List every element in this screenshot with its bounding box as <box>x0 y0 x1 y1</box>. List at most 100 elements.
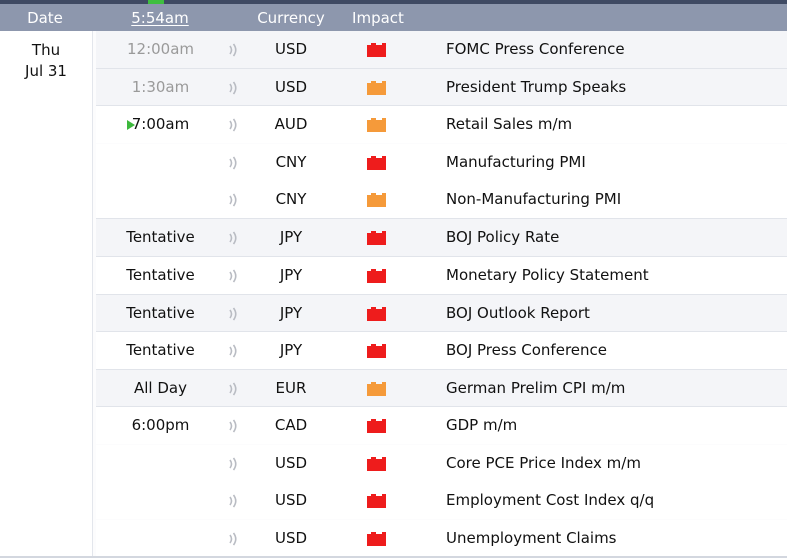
event-title[interactable]: Retail Sales m/m <box>446 115 573 133</box>
next-event-arrow-icon <box>127 120 135 130</box>
event-currency: AUD <box>274 115 308 133</box>
event-currency: JPY <box>279 341 303 359</box>
high-impact-folder-icon <box>367 457 386 471</box>
event-time: 7:00am <box>131 115 190 133</box>
sound-alert-icon[interactable] <box>228 457 240 471</box>
high-impact-folder-icon <box>367 419 386 433</box>
table-bottom-border <box>0 556 787 558</box>
medium-impact-folder-icon <box>367 81 386 95</box>
high-impact-folder-icon <box>367 494 386 508</box>
header-current-time[interactable]: 5:54am <box>131 9 189 27</box>
event-time: Tentative <box>126 266 195 284</box>
event-currency: EUR <box>275 379 307 397</box>
day-date: Jul 31 <box>25 62 67 80</box>
row-divider <box>96 369 787 370</box>
event-row[interactable]: Tentative JPY BOJ Policy Rate <box>96 219 787 256</box>
high-impact-folder-icon <box>367 532 386 546</box>
event-currency: JPY <box>279 228 303 246</box>
sound-alert-icon[interactable] <box>228 532 240 546</box>
event-row[interactable]: 6:00pm CAD GDP m/m <box>96 407 787 444</box>
event-row[interactable]: CNY Non-Manufacturing PMI <box>96 181 787 218</box>
row-divider <box>96 105 787 106</box>
event-currency: CAD <box>274 416 308 434</box>
event-currency: USD <box>274 491 308 509</box>
high-impact-folder-icon <box>367 307 386 321</box>
event-title[interactable]: GDP m/m <box>446 416 518 434</box>
event-row[interactable]: Tentative JPY Monetary Policy Statement <box>96 257 787 294</box>
high-impact-folder-icon <box>367 344 386 358</box>
event-title[interactable]: BOJ Press Conference <box>446 341 607 359</box>
event-title[interactable]: BOJ Outlook Report <box>446 304 590 322</box>
event-title[interactable]: Unemployment Claims <box>446 529 617 547</box>
header-impact: Impact <box>352 9 404 27</box>
row-divider <box>96 294 787 295</box>
event-time: Tentative <box>126 341 195 359</box>
event-title[interactable]: German Prelim CPI m/m <box>446 379 626 397</box>
event-currency: USD <box>274 40 308 58</box>
high-impact-folder-icon <box>367 156 386 170</box>
event-currency: USD <box>274 529 308 547</box>
medium-impact-folder-icon <box>367 193 386 207</box>
event-row[interactable]: 12:00am USD FOMC Press Conference <box>96 31 787 68</box>
event-title[interactable]: President Trump Speaks <box>446 78 627 96</box>
sound-alert-icon[interactable] <box>228 118 240 132</box>
event-row[interactable]: 7:00am AUD Retail Sales m/m <box>96 106 787 143</box>
event-row[interactable]: USD Core PCE Price Index m/m <box>96 445 787 482</box>
row-divider <box>96 331 787 332</box>
event-row[interactable]: USD Unemployment Claims <box>96 520 787 557</box>
event-time: 12:00am <box>126 40 195 58</box>
header-currency: Currency <box>257 9 325 27</box>
sound-alert-icon[interactable] <box>228 344 240 358</box>
event-time: 1:30am <box>131 78 190 96</box>
event-title[interactable]: FOMC Press Conference <box>446 40 625 58</box>
sound-alert-icon[interactable] <box>228 81 240 95</box>
high-impact-folder-icon <box>367 269 386 283</box>
day-cell: Thu Jul 31 <box>0 31 93 556</box>
sound-alert-icon[interactable] <box>228 231 240 245</box>
high-impact-folder-icon <box>367 43 386 57</box>
header-date: Date <box>27 9 63 27</box>
event-title[interactable]: Core PCE Price Index m/m <box>446 454 641 472</box>
medium-impact-folder-icon <box>367 382 386 396</box>
sound-alert-icon[interactable] <box>228 269 240 283</box>
event-currency: JPY <box>279 304 303 322</box>
row-divider <box>96 406 787 407</box>
event-currency: CNY <box>275 190 307 208</box>
event-title[interactable]: Manufacturing PMI <box>446 153 586 171</box>
event-row[interactable]: 1:30am USD President Trump Speaks <box>96 69 787 106</box>
row-divider <box>96 218 787 219</box>
row-divider <box>96 256 787 257</box>
sound-alert-icon[interactable] <box>228 193 240 207</box>
event-time: Tentative <box>126 228 195 246</box>
event-currency: CNY <box>275 153 307 171</box>
event-row[interactable]: Tentative JPY BOJ Outlook Report <box>96 295 787 332</box>
event-time: All Day <box>134 379 187 397</box>
current-time-marker <box>148 0 164 4</box>
sound-alert-icon[interactable] <box>228 419 240 433</box>
sound-alert-icon[interactable] <box>228 382 240 396</box>
event-time: Tentative <box>126 304 195 322</box>
event-title[interactable]: Monetary Policy Statement <box>446 266 649 284</box>
sound-alert-icon[interactable] <box>228 156 240 170</box>
medium-impact-folder-icon <box>367 118 386 132</box>
sound-alert-icon[interactable] <box>228 307 240 321</box>
event-row[interactable]: All Day EUR German Prelim CPI m/m <box>96 370 787 407</box>
sound-alert-icon[interactable] <box>228 494 240 508</box>
event-row[interactable]: Tentative JPY BOJ Press Conference <box>96 332 787 369</box>
high-impact-folder-icon <box>367 231 386 245</box>
calendar-table: Thu Jul 31 12:00am USD FOMC Press Conferen… <box>0 31 787 558</box>
event-currency: JPY <box>279 266 303 284</box>
top-border <box>0 0 787 4</box>
sound-alert-icon[interactable] <box>228 43 240 57</box>
event-row[interactable]: USD Employment Cost Index q/q <box>96 482 787 519</box>
event-title[interactable]: Non-Manufacturing PMI <box>446 190 622 208</box>
event-title[interactable]: BOJ Policy Rate <box>446 228 560 246</box>
event-row[interactable]: CNY Manufacturing PMI <box>96 144 787 181</box>
day-weekday: Thu <box>31 41 61 59</box>
event-title[interactable]: Employment Cost Index q/q <box>446 491 655 509</box>
row-divider <box>96 68 787 69</box>
calendar-header: Date 5:54am Currency Impact <box>0 4 787 31</box>
event-currency: USD <box>274 454 308 472</box>
event-time: 6:00pm <box>131 416 190 434</box>
event-currency: USD <box>274 78 308 96</box>
